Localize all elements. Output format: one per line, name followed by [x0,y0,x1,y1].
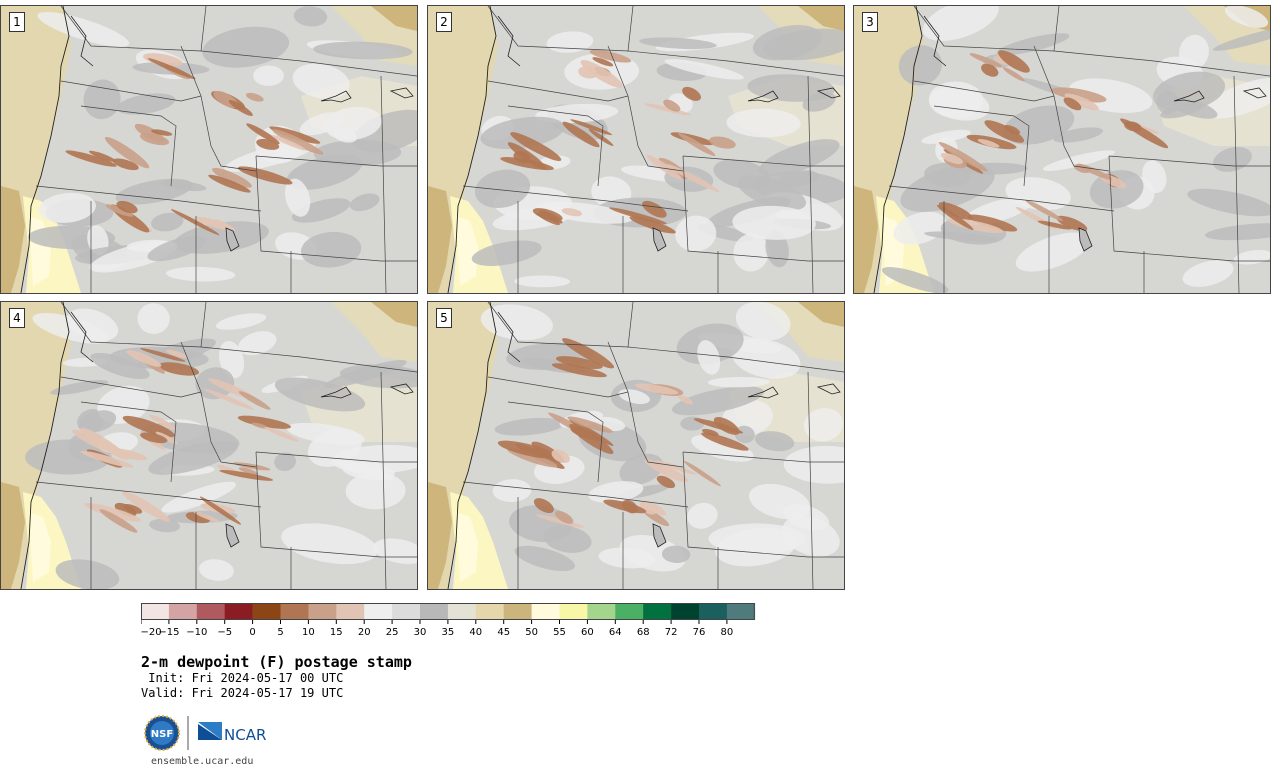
colorbar-border [141,603,755,620]
member-panel-3: 3 [853,5,1271,294]
colorbar-swatch [643,603,672,620]
colorbar-tick-label: 0 [249,627,255,638]
colorbar-tick-label: 55 [553,627,566,638]
colorbar-swatch [671,603,700,620]
colorbar-swatch [252,603,281,620]
member-panel-5: 5 [427,301,845,590]
colorbar-tick-label: 10 [302,627,315,638]
colorbar-swatch [168,603,198,620]
colorbar-tick-label: 40 [469,627,482,638]
panel-number-label: 4 [9,308,25,328]
colorbar-swatch [726,603,756,620]
colorbar-swatch [224,603,253,620]
colorbar-tick-label: 25 [386,627,399,638]
colorbar-swatch [141,603,170,620]
colorbar-swatch [336,603,365,620]
colorbar-swatch [308,603,337,620]
member-panel-1: 1 [0,5,418,294]
colorbar-tick-label: 30 [414,627,427,638]
colorbar-tick-label: 5 [277,627,283,638]
colorbar-tick-label: 64 [609,627,622,638]
colorbar-tick-label: −5 [217,627,232,638]
colorbar-tick-label: 20 [358,627,371,638]
member-panel-4: 4 [0,301,418,590]
colorbar-tick-label: −20 [141,627,162,638]
nsf-logo: NSF [144,715,180,751]
colorbar-swatch [559,603,588,620]
colorbar-tick-label: 76 [693,627,706,638]
colorbar-tick-label: 15 [330,627,343,638]
ncar-logo: NCAR [198,722,266,744]
colorbar-tick-label: 50 [525,627,538,638]
colorbar-swatch [503,603,532,620]
member-panel-2: 2 [427,5,845,294]
colorbar-tick-label: 45 [497,627,510,638]
dewpoint-map [428,6,844,293]
panel-number-label: 2 [436,12,452,32]
colorbar-swatch [531,603,560,620]
panel-number-label: 3 [862,12,878,32]
logos: NSF NCAR [144,715,266,751]
colorbar: −20−15 −10 −5 0 5 10 15 20 25 30 35 40 45 50 55 60 64 68 7… [141,603,756,638]
colorbar-tick-label: −15 [158,627,179,638]
colorbar-swatch [475,603,504,620]
valid-time: Valid: Fri 2024-05-17 19 UTC [141,686,344,700]
colorbar-tick-label: 60 [581,627,594,638]
init-time: Init: Fri 2024-05-17 00 UTC [141,671,344,685]
colorbar-tick-label: 72 [665,627,678,638]
colorbar-tick-label: 80 [721,627,734,638]
colorbar-tick-label: 68 [637,627,650,638]
colorbar-swatch [447,603,477,620]
colorbar-swatch [615,603,644,620]
colorbar-swatch [280,603,309,620]
panel-number-label: 5 [436,308,452,328]
nsf-logo-text: NSF [151,729,173,740]
site-url[interactable]: ensemble.ucar.edu [151,756,254,767]
dewpoint-map [1,6,417,293]
colorbar-tick-label: 35 [442,627,455,638]
colorbar-swatch [392,603,421,620]
colorbar-swatch [196,603,225,620]
panel-number-label: 1 [9,12,25,32]
colorbar-swatch [587,603,616,620]
colorbar-swatch [420,603,449,620]
colorbar-swatch [364,603,393,620]
ncar-logo-text: NCAR [224,726,266,744]
colorbar-swatch [699,603,728,620]
map-title: 2-m dewpoint (F) postage stamp [141,653,412,671]
dewpoint-map [854,6,1270,293]
dewpoint-map [428,302,844,589]
colorbar-tick-label: −10 [186,627,207,638]
dewpoint-map [1,302,417,589]
